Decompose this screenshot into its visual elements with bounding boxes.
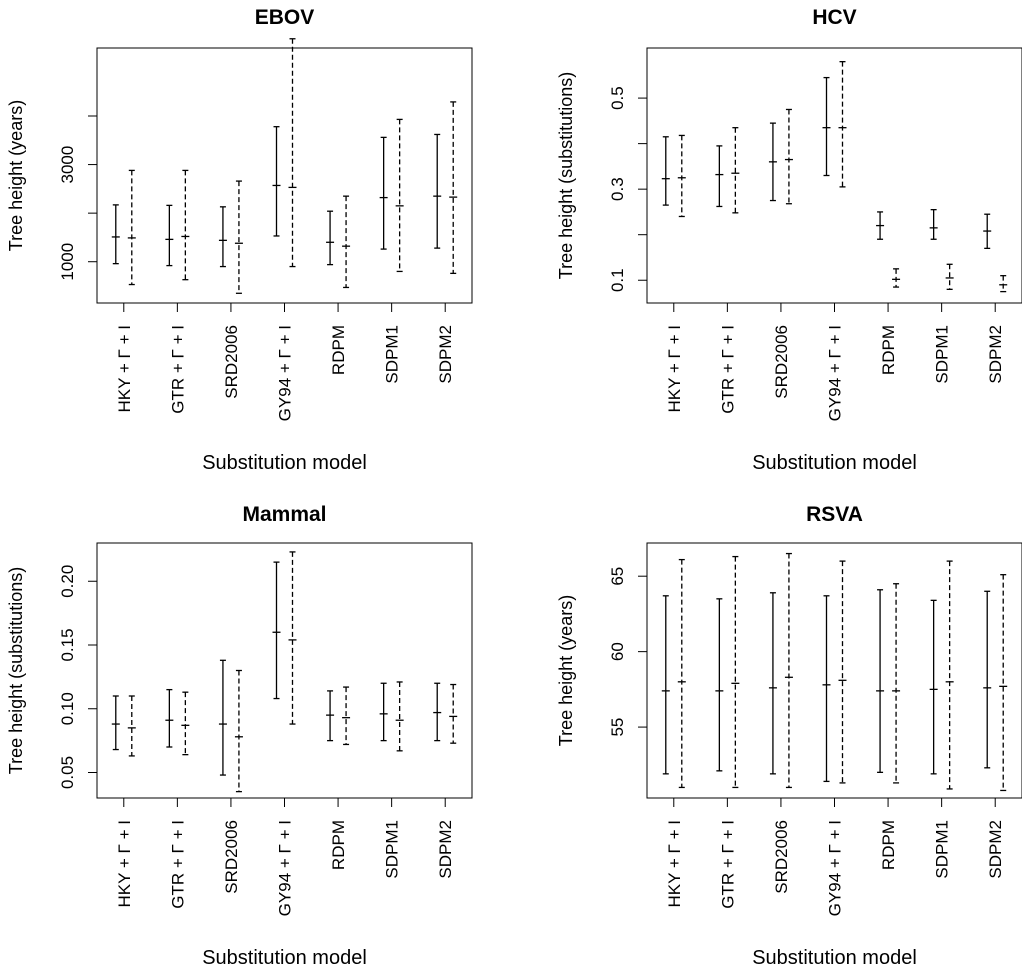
x-tick-label: GY94 + Γ + I [826,325,845,421]
x-tick-label: GY94 + Γ + I [826,820,845,916]
x-tick-label: RDPM [879,820,898,870]
x-axis-label: Substitution model [752,947,917,969]
y-axis-label: Tree height (years) [6,100,26,251]
x-tick-label: HKY + Γ + I [665,325,684,412]
plot-frame [646,542,1022,799]
panels: EBOV Tree height (years) 1000 3000 HKY + Γ +… [6,6,1022,969]
y-tick-label: 0.15 [58,628,77,661]
y-tick-label: 0.1 [608,268,627,292]
chart-title: RSVA [806,503,863,526]
y-tick-label: 60 [608,642,627,661]
y-tick-label: 0.05 [58,756,77,789]
x-tick-label: GY94 + Γ + I [276,325,295,421]
x-tick-label: GTR + Γ + I [718,820,737,909]
x-tick-label: SDPM1 [383,325,402,384]
y-tick-label: 55 [608,718,627,737]
panel-3: RSVA Tree height (years) 55 60 65 HKY + Γ + I… [556,503,1022,969]
panel-2: Mammal Tree height (substitutions) 0.05 0.1… [6,503,473,969]
chart-title: EBOV [255,6,315,29]
x-tick-label: RDPM [879,325,898,375]
x-tick-label: SDPM2 [986,820,1005,879]
y-tick-label: 65 [608,567,627,586]
x-axis-label: Substitution model [202,947,367,969]
x-tick-label: RDPM [329,325,348,375]
x-tick-label: SDPM2 [436,325,455,384]
x-tick-label: HKY + Γ + I [665,820,684,907]
y-tick-label: 0.3 [608,177,627,201]
x-tick-label: GTR + Γ + I [718,325,737,414]
chart-title: Mammal [242,503,326,526]
y-axis-label: Tree height (years) [556,595,576,746]
y-tick-label: 0.20 [58,565,77,598]
x-tick-label: SRD2006 [772,820,791,894]
panel-1: HCV Tree height (substitutions) 0.1 0.3 0.5 H… [556,6,1022,474]
y-axis-label: Tree height (substitutions) [6,567,26,774]
y-tick-label: 3000 [58,146,77,184]
x-tick-label: SDPM1 [383,820,402,879]
x-axis-label: Substitution model [752,452,917,474]
x-tick-label: GTR + Γ + I [168,325,187,414]
x-tick-label: GY94 + Γ + I [276,820,295,916]
x-tick-label: SRD2006 [222,325,241,399]
x-axis-label: Substitution model [202,452,367,474]
panel-0: EBOV Tree height (years) 1000 3000 HKY + Γ +… [6,6,473,474]
y-tick-label: 1000 [58,243,77,281]
x-tick-label: SDPM2 [436,820,455,879]
plot-frame [96,47,473,304]
plot-frame [646,47,1022,304]
x-tick-label: SDPM1 [933,325,952,384]
x-tick-label: RDPM [329,820,348,870]
x-tick-label: SRD2006 [222,820,241,894]
y-tick-label: 0.5 [608,86,627,110]
y-tick-label: 0.10 [58,692,77,725]
x-tick-label: GTR + Γ + I [168,820,187,909]
x-tick-label: HKY + Γ + I [115,325,134,412]
chart-title: HCV [812,6,856,29]
x-tick-label: SDPM2 [986,325,1005,384]
x-tick-label: HKY + Γ + I [115,820,134,907]
y-axis-label: Tree height (substitutions) [556,72,576,279]
x-tick-label: SRD2006 [772,325,791,399]
x-tick-label: SDPM1 [933,820,952,879]
plot-frame [96,542,473,799]
